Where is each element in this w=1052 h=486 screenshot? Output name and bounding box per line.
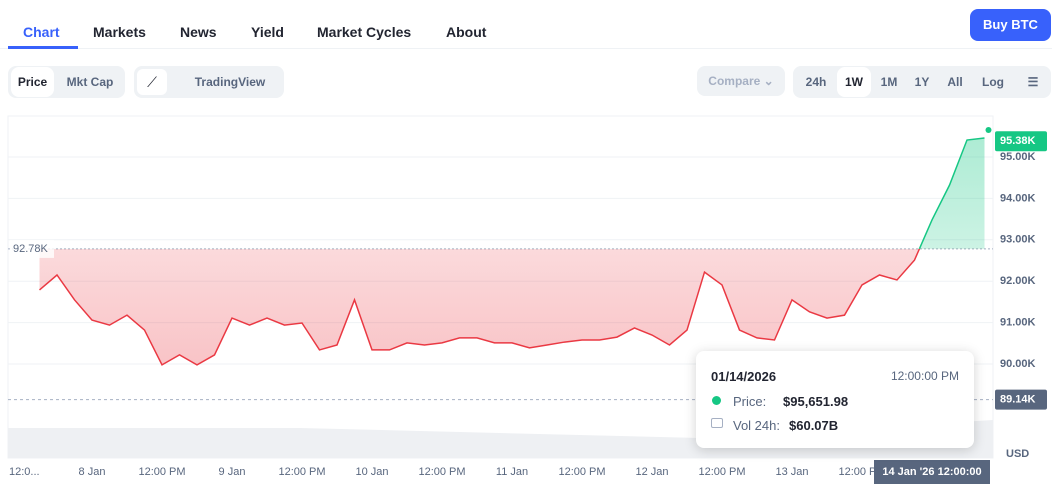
price-dot <box>712 396 721 405</box>
x-tick-label: 12 Jan <box>635 466 668 478</box>
tab[interactable]: Market Cycles <box>317 24 412 40</box>
log[interactable]: Log <box>982 75 1004 89</box>
tooltip-volume: $60.07B <box>789 418 839 433</box>
x-tick-label: 12:00 PM <box>838 466 885 478</box>
tooltip-date: 01/14/2026 <box>711 369 777 384</box>
x-tick-label: 12:00 PM <box>698 466 745 478</box>
crosshair-x-label: 14 Jan '26 12:00:00 <box>882 466 981 478</box>
compare-label: Compare <box>708 74 761 88</box>
baseline-label-bg <box>10 239 54 258</box>
x-tick-label: 12:00 PM <box>418 466 465 478</box>
buy-button[interactable]: Buy BTC <box>970 9 1051 41</box>
divider <box>0 48 1052 49</box>
settings-icon[interactable]: ☰ <box>1027 75 1039 89</box>
range[interactable]: 1M <box>880 75 898 89</box>
baseline-label: 92.78K <box>13 243 49 255</box>
tooltip-price: $95,651.98 <box>783 394 849 409</box>
range-group <box>793 66 1051 98</box>
unit-label: USD <box>1006 448 1029 460</box>
tab[interactable]: Chart <box>23 24 60 40</box>
last-price-box <box>995 131 1047 152</box>
range[interactable]: All <box>947 75 963 89</box>
tab[interactable]: About <box>446 24 487 40</box>
volume-icon <box>711 418 723 428</box>
area-up <box>919 137 985 249</box>
x-tick-label: 12:00 PM <box>138 466 185 478</box>
tooltip-time: 12:00:00 PM <box>890 369 959 383</box>
tab[interactable]: Markets <box>93 24 146 40</box>
y-tick-label: 90.00K <box>1000 358 1036 370</box>
low-marker-label: 89.14K <box>1000 394 1036 406</box>
tab[interactable]: Yield <box>251 24 284 40</box>
toggle[interactable]: Mkt Cap <box>66 75 114 89</box>
tooltip-volume-label: Vol 24h: <box>733 418 780 433</box>
toggle[interactable]: Price <box>11 67 54 97</box>
y-tick-label: 95.00K <box>1000 151 1036 163</box>
y-tick-label: 93.00K <box>1000 234 1036 246</box>
x-tick-label: 10 Jan <box>355 466 388 478</box>
last-price-label: 95.38K <box>1000 135 1036 147</box>
tab[interactable]: News <box>180 24 217 40</box>
tradingview[interactable]: TradingView <box>180 67 280 97</box>
low-marker-box <box>995 389 1047 410</box>
x-tick-label: 12:00 PM <box>558 466 605 478</box>
range[interactable]: 1Y <box>914 75 930 89</box>
tooltip: 01/14/2026 12:00:00 PM Price: $95,651.98 Vol… <box>696 351 974 448</box>
area-down <box>39 248 985 365</box>
range[interactable]: 24h <box>805 75 827 89</box>
tab-underline <box>8 46 78 49</box>
range[interactable]: 1W <box>837 67 871 97</box>
x-tick-label: 8 Jan <box>79 466 106 478</box>
price-line <box>39 248 921 366</box>
y-tick-label: 94.00K <box>1000 192 1036 204</box>
x-tick-label: 11 Jan <box>496 466 528 478</box>
y-tick-label: 91.00K <box>1000 317 1036 329</box>
crosshair-x-box <box>874 460 990 484</box>
x-tick-label: 9 Jan <box>219 466 246 478</box>
x-tick-label: 13 Jan <box>775 466 808 478</box>
tooltip-price-label: Price: <box>733 394 767 409</box>
tradingview-label: TradingView <box>194 75 266 89</box>
y-tick-label: 92.00K <box>1000 275 1036 287</box>
x-tick-label: 12:00 PM <box>278 466 325 478</box>
line-icon[interactable]: ⟋ <box>137 69 167 95</box>
last-point <box>985 126 992 133</box>
x-tick-label: 12:0... <box>9 466 40 478</box>
volume-area <box>8 420 993 458</box>
compare[interactable]: Compare ⌄ <box>697 66 785 96</box>
